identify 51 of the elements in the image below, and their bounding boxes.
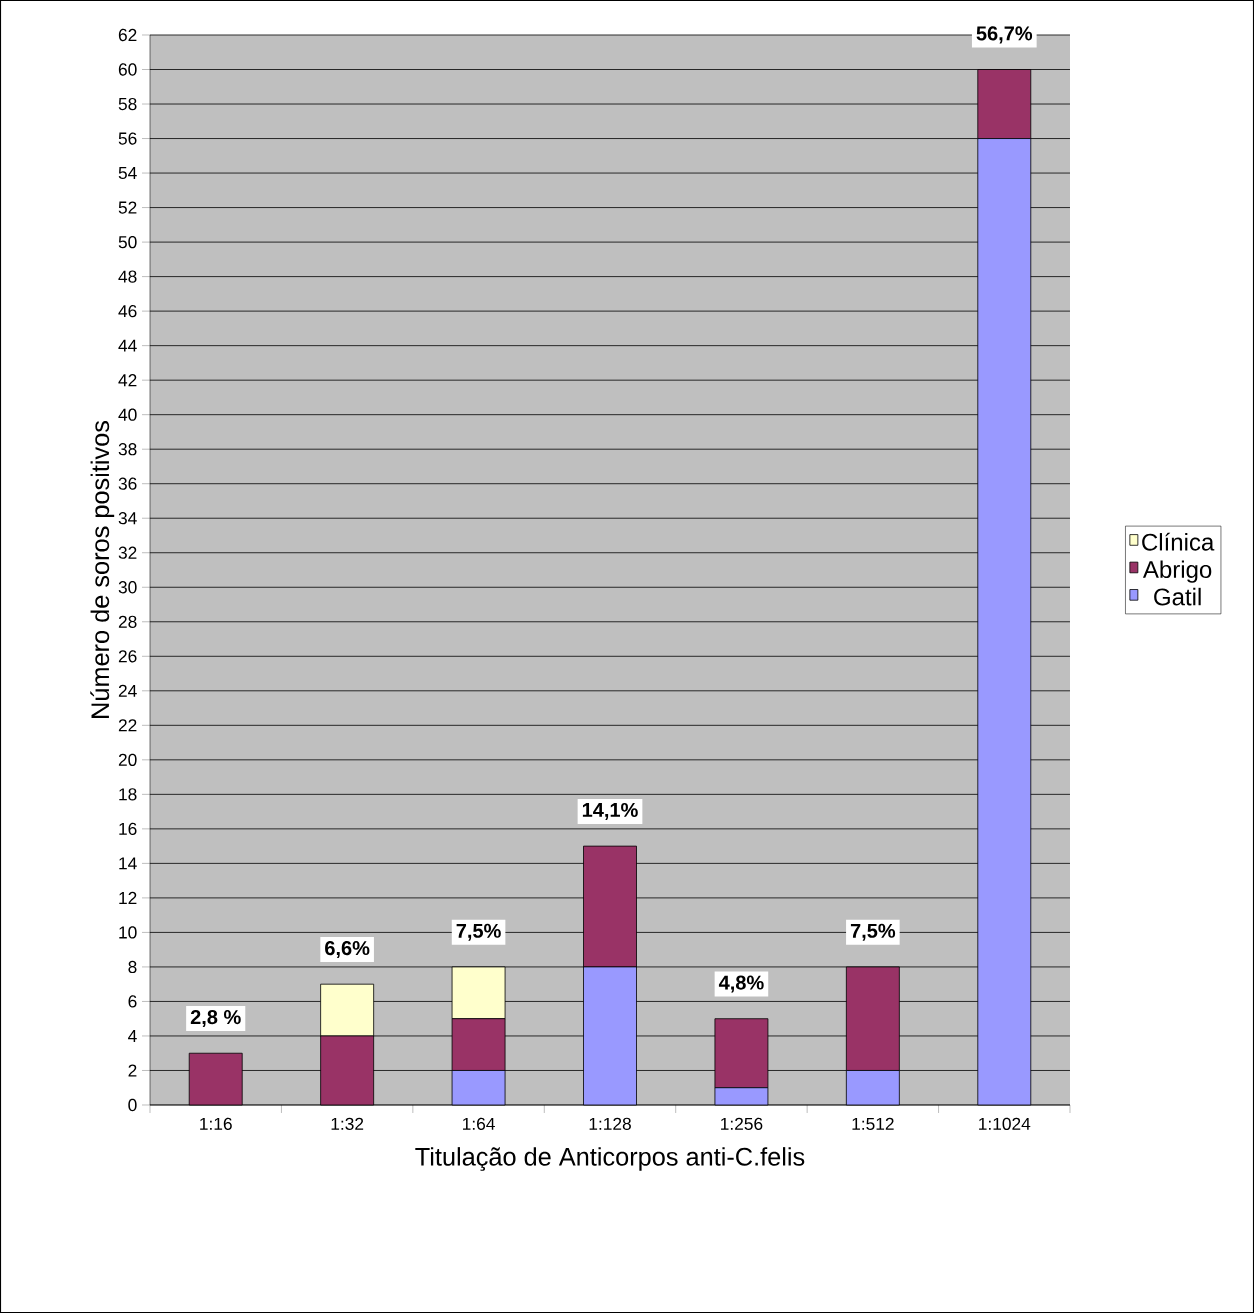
x-tick-label: 1:512: [852, 1117, 894, 1130]
x-tick-label: 1:32: [331, 1117, 364, 1130]
y-tick-label: 22: [118, 719, 137, 732]
annotation: 2,8 %: [190, 1010, 241, 1028]
y-tick-label: 8: [128, 960, 137, 974]
x-tick-label: 1:1024: [979, 1117, 1031, 1130]
y-tick-label: 14: [119, 857, 137, 870]
x-tick-label: 1:16: [200, 1117, 232, 1130]
y-tick-label: 42: [118, 374, 137, 387]
y-tick-label: 2: [128, 1064, 137, 1077]
y-tick-label: 60: [118, 63, 137, 76]
y-tick-label: 56: [118, 132, 137, 145]
y-tick-label: 40: [118, 408, 137, 421]
x-tick-label: 1:64: [463, 1117, 495, 1130]
y-tick-label: 52: [118, 201, 137, 214]
y-tick-label: 34: [118, 512, 137, 525]
annotation: 6,6%: [325, 940, 370, 959]
y-tick-label: 48: [118, 270, 137, 283]
y-tick-label: 6: [128, 995, 137, 1008]
y-axis-title: Número de soros positivos: [90, 421, 115, 718]
y-tick-label: 38: [118, 443, 137, 456]
y-tick-label: 36: [118, 477, 137, 490]
y-tick-label: 16: [119, 822, 137, 835]
x-axis-title: Titulação de Anticorpos anti-C.felis: [415, 1147, 805, 1171]
annotation: 14,1%: [582, 802, 638, 820]
y-tick-label: 30: [118, 581, 137, 594]
y-tick-label: 26: [118, 650, 137, 663]
y-tick-label: 0: [128, 1098, 137, 1112]
x-tick-label: 1:128: [589, 1117, 631, 1130]
annotation: 7,5%: [456, 923, 501, 941]
y-tick-label: 58: [118, 97, 137, 111]
y-tick-label: 32: [118, 546, 137, 559]
x-tick-label: 1:256: [721, 1117, 763, 1130]
y-tick-label: 4: [128, 1030, 137, 1042]
y-tick-label: 10: [119, 926, 137, 939]
legend-label: Abrigo: [1142, 560, 1212, 583]
y-tick-label: 20: [118, 753, 137, 766]
y-tick-label: 54: [118, 167, 137, 180]
annotation: 4,8%: [718, 975, 764, 993]
y-tick-label: 24: [118, 684, 137, 697]
annotation: 56,7%: [976, 26, 1033, 44]
y-tick-label: 28: [118, 615, 137, 628]
annotation: 7,5%: [850, 923, 896, 941]
legend-label: Gatil: [1154, 587, 1201, 606]
legend-label: Clínica: [1142, 532, 1215, 551]
y-tick-label: 46: [118, 304, 137, 318]
y-tick-label: 12: [119, 891, 137, 904]
y-tick-label: 62: [118, 28, 137, 42]
y-tick-label: 50: [118, 235, 137, 249]
y-tick-label: 18: [119, 788, 137, 801]
y-tick-label: 44: [118, 339, 137, 352]
